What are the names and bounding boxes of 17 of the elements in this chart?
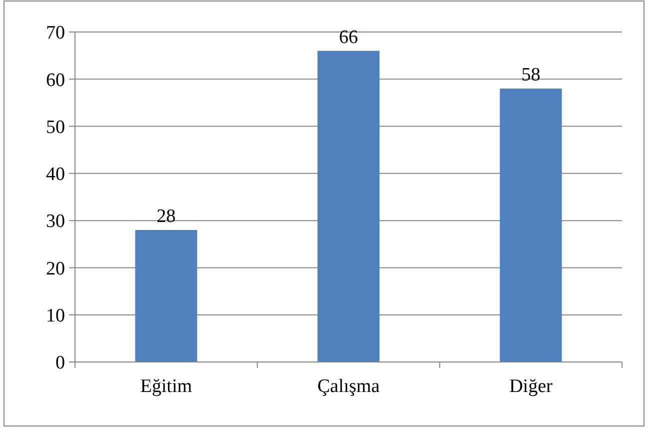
data-label: 28 — [156, 206, 176, 227]
x-tick-label: Diğer — [509, 376, 554, 397]
y-tick-label: 60 — [46, 70, 65, 91]
bar — [135, 230, 198, 362]
bar — [318, 50, 380, 362]
y-tick-label: 10 — [46, 306, 65, 327]
x-tick-label: Eğitim — [140, 376, 192, 397]
y-tick-label: 30 — [46, 211, 65, 232]
y-tick-label: 50 — [46, 116, 65, 138]
x-tick-label: Çalışma — [317, 376, 380, 397]
bar — [500, 88, 562, 362]
y-tick-label: 0 — [56, 352, 65, 374]
data-label: 66 — [339, 26, 358, 48]
y-tick-label: 20 — [46, 258, 65, 280]
data-label: 58 — [521, 64, 540, 86]
y-tick-label: 70 — [46, 22, 65, 44]
y-tick-label: 40 — [46, 164, 65, 186]
